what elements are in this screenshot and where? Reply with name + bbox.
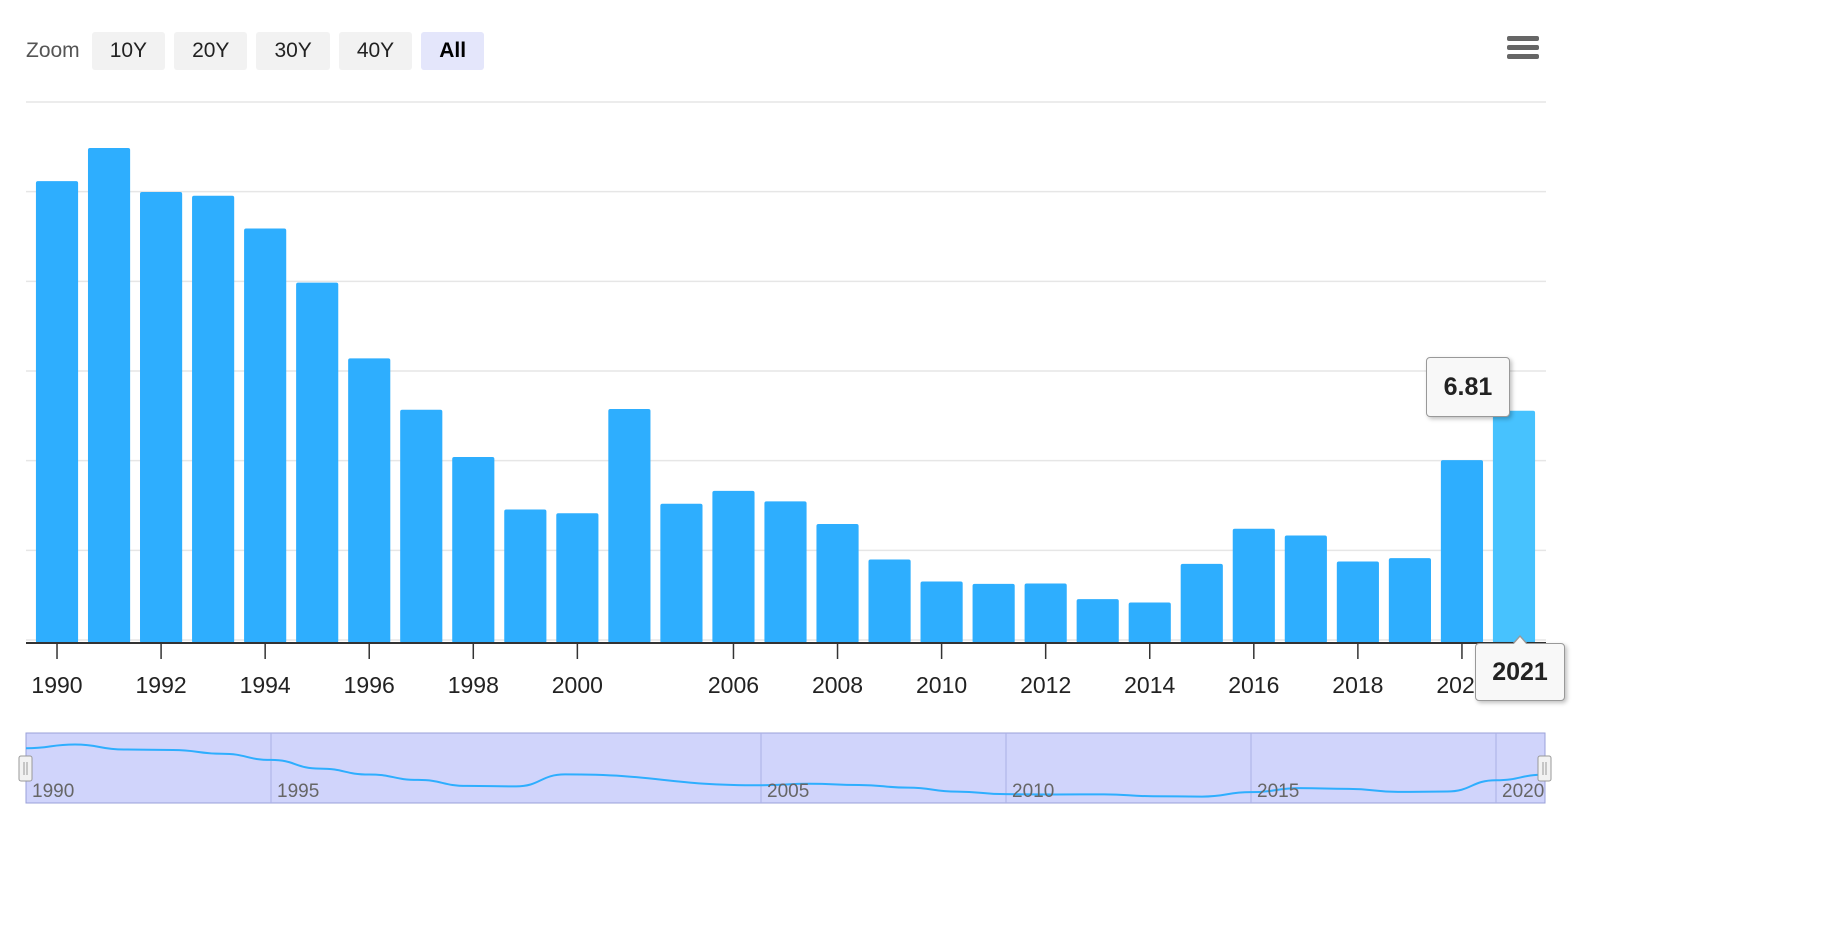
bar-2006[interactable] <box>712 490 755 643</box>
bar-1997[interactable] <box>400 409 443 643</box>
x-tick-label: 1994 <box>240 672 291 698</box>
x-tick-label: 2008 <box>812 672 863 698</box>
x-tick-label: 2014 <box>1124 672 1175 698</box>
bar-2016[interactable] <box>1232 528 1275 643</box>
zoom-toolbar: Zoom 10Y 20Y 30Y 40Y All <box>26 32 493 70</box>
bar-1999[interactable] <box>504 509 547 643</box>
bar-1994[interactable] <box>244 228 287 644</box>
x-tick-label: 2016 <box>1228 672 1279 698</box>
bar-1996[interactable] <box>348 358 391 643</box>
x-tick-label: 2018 <box>1332 672 1383 698</box>
x-axis-ticks: 1990 1992 1994 1996 1998 2000 2006 2008 2010 2012… <box>31 643 1488 698</box>
x-tick-label: 1990 <box>31 672 82 698</box>
bar-1990[interactable] <box>35 181 79 643</box>
bar-1998[interactable] <box>452 457 495 643</box>
bar-2008[interactable] <box>816 524 859 643</box>
zoom-label: Zoom <box>26 39 80 62</box>
navigator-label: 2020 <box>1502 781 1544 802</box>
zoom-40y-button[interactable]: 40Y <box>338 32 413 70</box>
x-tick-label: 1998 <box>448 672 499 698</box>
bar-2019[interactable] <box>1388 558 1431 643</box>
bar-2000[interactable] <box>556 513 599 643</box>
navigator-label: 1990 <box>32 781 74 802</box>
bar-1993[interactable] <box>192 195 235 643</box>
navigator-label: 2005 <box>767 781 809 802</box>
x-tick-label: 1996 <box>344 672 395 698</box>
navigator-label: 2015 <box>1257 781 1299 802</box>
bar-1992[interactable] <box>140 191 183 643</box>
bar-2017[interactable] <box>1284 535 1327 643</box>
x-tick-label: 2000 <box>552 672 603 698</box>
navigator-right-handle[interactable] <box>1537 755 1552 782</box>
zoom-all-button[interactable]: All <box>421 32 485 70</box>
bar-2018[interactable] <box>1336 561 1379 643</box>
zoom-30y-button[interactable]: 30Y <box>256 32 330 70</box>
x-tick-label: 2012 <box>1020 672 1071 698</box>
bar-2020[interactable] <box>1440 460 1484 643</box>
bar-2005[interactable] <box>660 503 703 643</box>
zoom-10y-button[interactable]: 10Y <box>91 32 166 70</box>
navigator: 1990 1995 2005 2010 2015 2020 <box>18 732 1552 804</box>
value-tooltip: 6.81 <box>1426 357 1510 417</box>
bars <box>35 148 1536 644</box>
year-tooltip: 2021 <box>1475 635 1565 701</box>
zoom-20y-button[interactable]: 20Y <box>174 32 248 70</box>
bar-2007[interactable] <box>764 501 807 643</box>
navigator-series-line <box>25 743 1546 798</box>
x-tick-label: 1992 <box>136 672 187 698</box>
bar-2012[interactable] <box>1024 583 1067 643</box>
navigator-label: 2010 <box>1012 781 1054 802</box>
navigator-left-handle[interactable] <box>18 755 33 782</box>
x-tick-label: 2006 <box>708 672 759 698</box>
bar-2015[interactable] <box>1180 563 1223 643</box>
bar-2021[interactable] <box>1492 410 1536 643</box>
navigator-label: 1995 <box>277 781 319 802</box>
bar-2013[interactable] <box>1076 599 1119 643</box>
bar-2014[interactable] <box>1128 602 1171 643</box>
navigator-selection <box>25 732 1546 804</box>
bar-2009[interactable] <box>868 559 911 643</box>
bar-2001[interactable] <box>608 409 651 643</box>
bar-2010[interactable] <box>920 581 963 643</box>
bar-2011[interactable] <box>972 583 1015 643</box>
bar-1991[interactable] <box>87 148 131 644</box>
bar-1995[interactable] <box>296 282 339 643</box>
hamburger-menu-icon[interactable] <box>1507 36 1539 62</box>
x-tick-label: 2010 <box>916 672 967 698</box>
